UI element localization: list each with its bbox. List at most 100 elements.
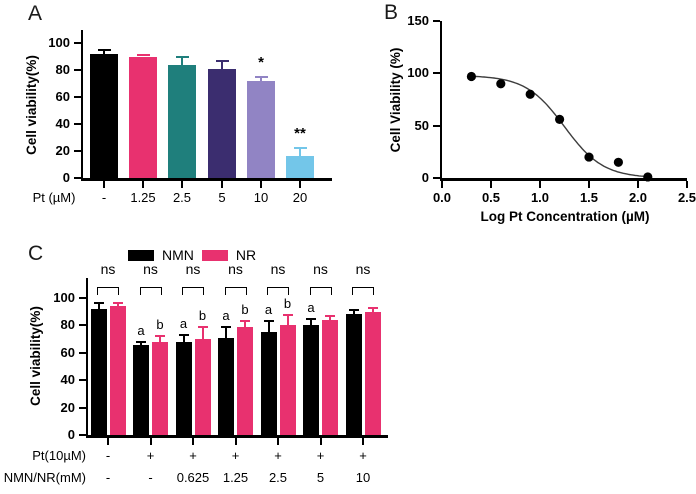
row-value: 2.5 bbox=[268, 470, 288, 485]
y-tick-label: 100 bbox=[407, 65, 429, 81]
error-bar-cap bbox=[93, 302, 104, 305]
viability-bar bbox=[109, 306, 126, 435]
error-bar-stem bbox=[140, 341, 142, 345]
panel-a-chart: 0 20 40 60 80 100 Cell viability(%) - 1.25 2.5 5 * 1… bbox=[0, 0, 350, 236]
error-bar-cap bbox=[155, 335, 165, 338]
ns-label: ns bbox=[313, 261, 328, 277]
data-point bbox=[496, 79, 506, 89]
viability-bar bbox=[345, 314, 362, 435]
data-point bbox=[613, 157, 623, 167]
error-bar-cap bbox=[197, 325, 208, 328]
x-axis-title: Pt (µM) bbox=[32, 190, 76, 205]
viability-bar bbox=[218, 337, 234, 435]
error-bar-stem bbox=[329, 316, 331, 320]
category-label: - bbox=[101, 190, 107, 205]
panel-a-label: A bbox=[28, 2, 43, 25]
error-bar-cap bbox=[240, 319, 250, 322]
viability-bar bbox=[303, 325, 319, 435]
error-bar-cap bbox=[136, 54, 150, 57]
x-tick bbox=[637, 180, 639, 188]
viability-bar bbox=[175, 341, 192, 435]
viability-bar bbox=[90, 53, 118, 178]
row-value: - bbox=[148, 470, 153, 485]
viability-bar bbox=[279, 325, 296, 435]
ns-label: ns bbox=[143, 261, 158, 277]
error-bar-cap bbox=[367, 306, 378, 309]
row-value: 5 bbox=[316, 470, 325, 485]
row-label: Pt(10µM) bbox=[32, 448, 86, 463]
y-tick-label: 40 bbox=[55, 116, 70, 131]
x-axis bbox=[80, 178, 332, 181]
x-axis-title: Log Pt Concentration (µM) bbox=[480, 209, 650, 224]
error-bar-stem bbox=[159, 336, 161, 342]
bar-letter: a bbox=[179, 315, 188, 331]
y-axis-title: Cell viability(%) bbox=[28, 306, 43, 406]
error-bar-cap bbox=[112, 301, 123, 304]
viability-bar bbox=[286, 156, 314, 178]
y-tick-label: 100 bbox=[48, 35, 70, 50]
x-tick bbox=[299, 180, 301, 188]
panel-b: B 0 50 100 150 0.0 0.5 1.0 1.5 2.0 2.5 Cell Viabil… bbox=[350, 0, 696, 236]
error-bar-cap bbox=[263, 320, 274, 323]
row-value: + bbox=[231, 448, 240, 463]
x-tick bbox=[539, 180, 541, 188]
error-bar-stem bbox=[286, 315, 289, 326]
y-tick bbox=[73, 123, 81, 125]
bar-letter: b bbox=[198, 307, 207, 323]
y-tick bbox=[78, 324, 86, 327]
x-tick bbox=[686, 180, 688, 188]
error-bar-stem bbox=[371, 307, 374, 312]
row-value: + bbox=[146, 448, 155, 463]
viability-bar bbox=[237, 326, 253, 435]
legend-swatch-nr bbox=[201, 249, 228, 261]
row-value: + bbox=[316, 448, 325, 463]
x-axis bbox=[85, 435, 388, 438]
y-tick-label: 150 bbox=[407, 13, 429, 28]
viability-bar bbox=[364, 311, 381, 435]
y-tick bbox=[432, 20, 440, 22]
y-tick-label: 100 bbox=[53, 290, 75, 305]
error-bar-stem bbox=[103, 49, 105, 54]
x-tick-label: 2.5 bbox=[677, 190, 696, 205]
viability-bar bbox=[90, 308, 107, 435]
error-bar-cap bbox=[282, 314, 293, 317]
significance-star: ** bbox=[294, 124, 306, 142]
x-tick bbox=[107, 437, 109, 445]
error-bar-cap bbox=[136, 340, 146, 343]
legend-swatch-nmn bbox=[128, 249, 154, 261]
bar-letter: b bbox=[283, 296, 292, 312]
viability-bar bbox=[194, 339, 211, 435]
y-tick-label: 60 bbox=[55, 89, 70, 104]
row-value: - bbox=[105, 470, 111, 485]
x-tick bbox=[588, 180, 590, 188]
y-axis-title: Cell viability(%) bbox=[24, 55, 39, 155]
data-point bbox=[643, 172, 653, 182]
panel-c-chart: 0 20 40 60 80 100 Cell viability(%) NMN NR ns - - a b… bbox=[0, 238, 440, 494]
y-tick bbox=[78, 379, 86, 382]
y-tick bbox=[73, 150, 81, 152]
x-tick bbox=[149, 437, 152, 445]
y-tick bbox=[78, 297, 86, 299]
y-tick bbox=[73, 177, 81, 179]
x-tick-label: 1.5 bbox=[579, 190, 599, 205]
x-tick-label: 2.0 bbox=[628, 190, 648, 205]
row-value: 0.625 bbox=[176, 470, 210, 485]
category-label: 2.5 bbox=[172, 190, 192, 205]
x-axis bbox=[439, 178, 687, 181]
comparison-bracket bbox=[352, 287, 374, 295]
y-tick-label: 0 bbox=[62, 170, 70, 185]
row-value: - bbox=[105, 448, 111, 463]
y-tick bbox=[432, 177, 440, 179]
viability-bar bbox=[208, 68, 236, 178]
legend: NMN NR bbox=[128, 248, 256, 262]
legend-label: NMN bbox=[162, 247, 194, 263]
ns-label: ns bbox=[100, 261, 116, 277]
x-tick-label: 0.0 bbox=[432, 190, 452, 205]
y-axis bbox=[85, 278, 88, 438]
x-tick bbox=[319, 437, 322, 445]
viability-bar bbox=[247, 80, 275, 178]
x-tick bbox=[260, 180, 262, 188]
bar-letter: a bbox=[137, 322, 145, 338]
x-tick bbox=[490, 180, 492, 188]
